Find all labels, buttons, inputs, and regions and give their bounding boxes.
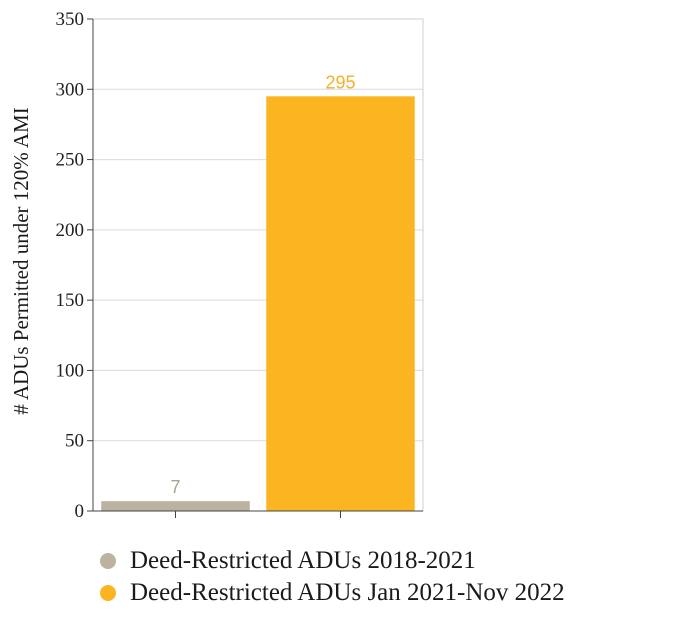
x-axis (93, 510, 423, 518)
gridlines (93, 18, 423, 512)
legend-swatch (100, 585, 116, 601)
legend: Deed-Restricted ADUs 2018-2021 Deed-Restr… (100, 545, 565, 609)
data-label: 295 (325, 72, 355, 92)
legend-swatch (100, 553, 116, 569)
y-tick-label: 350 (56, 9, 85, 30)
legend-item: Deed-Restricted ADUs 2018-2021 (100, 545, 565, 577)
y-axis-label: # ADUs Permitted under 120% AMI (9, 107, 33, 414)
y-tick-label: 100 (56, 360, 85, 381)
y-tick-label: 200 (56, 220, 85, 241)
bars (101, 96, 415, 512)
bar (101, 501, 250, 511)
y-tick-label: 0 (75, 501, 85, 522)
y-tick-label: 300 (56, 79, 85, 100)
y-tick-label: 50 (65, 431, 84, 452)
legend-label: Deed-Restricted ADUs 2018-2021 (130, 547, 476, 574)
y-tick-label: 250 (56, 150, 85, 171)
y-tick-label: 150 (56, 290, 85, 311)
bar (266, 96, 415, 512)
y-axis: 0 50 100 150 200 250 300 350 (56, 9, 94, 522)
bar-chart: 7 295 0 50 100 150 200 250 300 350 # ADUs Permit… (9, 9, 424, 522)
data-labels: 7 295 (170, 72, 355, 497)
data-label: 7 (170, 477, 180, 497)
legend-item: Deed-Restricted ADUs Jan 2021-Nov 2022 (100, 577, 565, 609)
legend-label: Deed-Restricted ADUs Jan 2021-Nov 2022 (130, 579, 565, 606)
